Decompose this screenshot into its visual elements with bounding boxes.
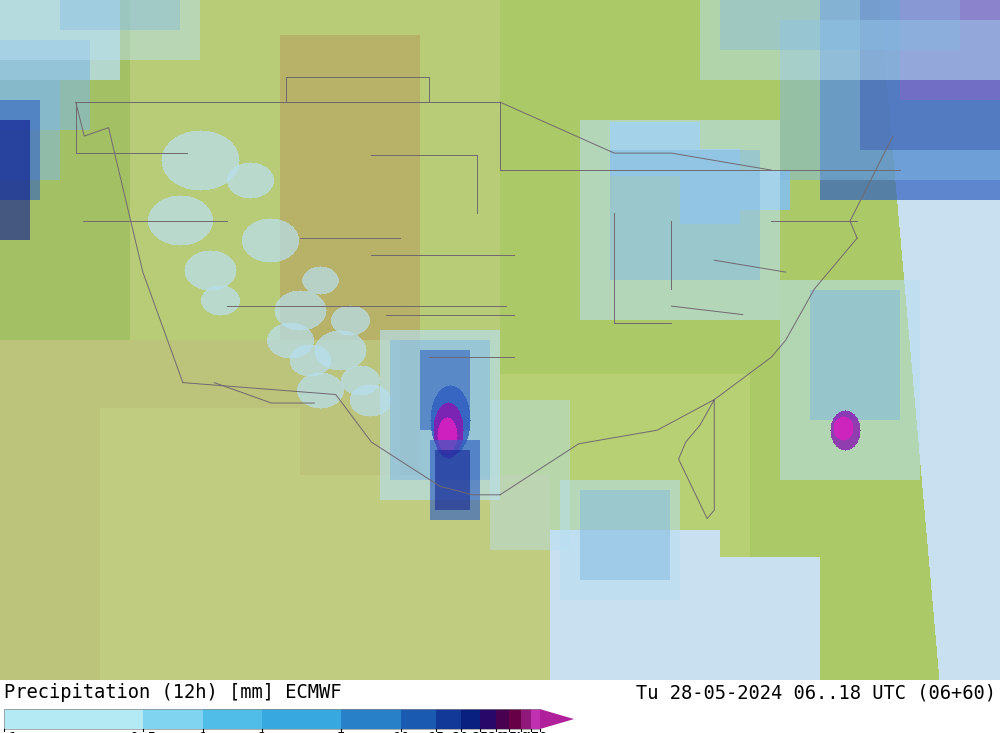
Text: 5: 5 [337,732,346,733]
Bar [531,709,540,729]
Text: 2: 2 [258,732,267,733]
Bar [203,709,262,729]
Bar [4,709,143,729]
Text: Tu 28-05-2024 06..18 UTC (06+60): Tu 28-05-2024 06..18 UTC (06+60) [636,683,996,702]
Text: Precipitation (12h) [mm] ECMWF: Precipitation (12h) [mm] ECMWF [4,683,342,702]
Text: 40: 40 [512,732,530,733]
Bar [436,709,461,729]
Text: 30: 30 [487,732,505,733]
Bar [509,709,521,729]
Text: 0.5: 0.5 [130,732,156,733]
Text: 1: 1 [198,732,207,733]
Bar [480,709,496,729]
FancyArrow shape [540,709,574,729]
Bar [461,709,480,729]
Text: 25: 25 [471,732,489,733]
Text: 20: 20 [452,732,470,733]
Text: 45: 45 [522,732,540,733]
Bar [521,709,531,729]
Bar [341,709,401,729]
Bar [4,709,540,729]
Text: 35: 35 [500,732,518,733]
Bar [401,709,436,729]
Text: 0.1: 0.1 [0,732,17,733]
Bar [262,709,341,729]
Bar [143,709,203,729]
Text: 15: 15 [427,732,445,733]
Text: 50: 50 [531,732,549,733]
Bar [496,709,509,729]
Text: 10: 10 [392,732,410,733]
